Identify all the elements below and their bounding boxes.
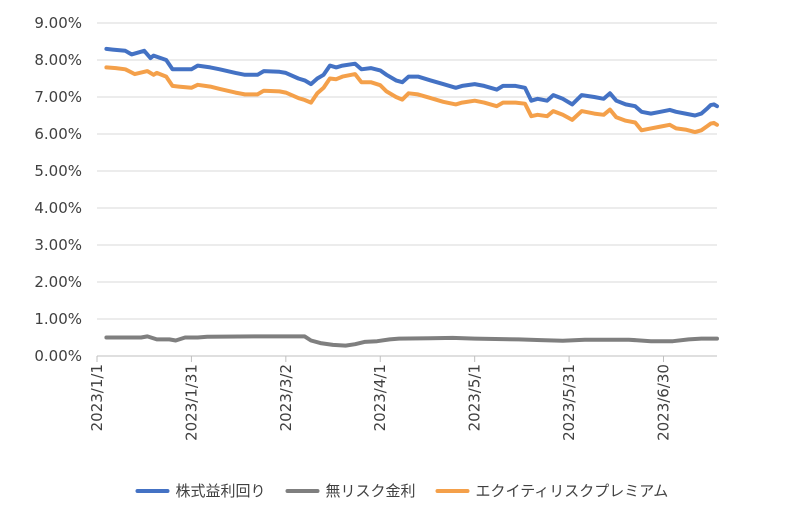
gridlines — [97, 22, 717, 320]
x-axis: 2023/1/1 2023/1/31 2023/3/2 2023/4/1 2023/5/… — [88, 355, 717, 441]
x-tick-label: 2023/5/31 — [560, 364, 578, 441]
series-line-3 — [104, 65, 719, 135]
y-tick-label: 6.00% — [34, 125, 82, 143]
legend: 株式益利回り 無リスク金利 エクイティリスクプレミアム — [135, 482, 669, 500]
y-tick-label: 0.00% — [34, 347, 82, 365]
y-tick-label: 9.00% — [34, 14, 82, 32]
legend-label-1: 株式益利回り — [176, 482, 266, 500]
x-tick-label: 2023/1/31 — [182, 364, 200, 441]
x-tick-label: 2023/5/1 — [466, 364, 484, 431]
y-tick-label: 1.00% — [34, 310, 82, 328]
legend-label-3: エクイティリスクプレミアム — [476, 482, 669, 500]
y-tick-label: 7.00% — [34, 88, 82, 106]
y-tick-label: 4.00% — [34, 199, 82, 217]
legend-label-2: 無リスク金利 — [326, 482, 416, 500]
series-lines — [104, 46, 719, 348]
y-axis: 0.00% 1.00% 2.00% 3.00% 4.00% 5.00% 6.00% 7.00%… — [34, 14, 82, 365]
series-line-1 — [104, 46, 719, 118]
x-tick-label: 2023/3/2 — [277, 364, 295, 431]
x-tick-label: 2023/4/1 — [371, 364, 389, 431]
y-tick-label: 8.00% — [34, 51, 82, 69]
y-tick-label: 5.00% — [34, 162, 82, 180]
series-line-2 — [104, 334, 719, 348]
x-tick-label: 2023/6/30 — [654, 364, 672, 441]
y-tick-label: 3.00% — [34, 236, 82, 254]
y-tick-label: 2.00% — [34, 273, 82, 291]
x-tick-label: 2023/1/1 — [88, 364, 106, 431]
